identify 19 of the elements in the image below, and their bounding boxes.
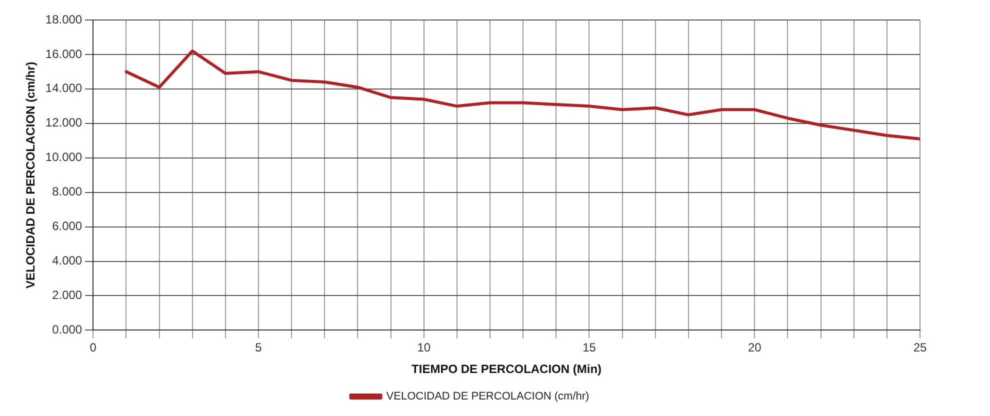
y-tick-label: 18.000 xyxy=(45,12,82,26)
y-tick-label: 2.000 xyxy=(52,288,82,302)
y-tick-label: 8.000 xyxy=(52,184,82,199)
y-tick-label: 0.000 xyxy=(52,322,82,337)
y-tick-label: 14.000 xyxy=(45,81,82,96)
y-axis-title: VELOCIDAD DE PERCOLACION (cm/hr) xyxy=(24,62,38,288)
x-tick-label: 5 xyxy=(255,340,262,355)
x-tick-label: 10 xyxy=(417,340,431,355)
legend-label: VELOCIDAD DE PERCOLACION (cm/hr) xyxy=(386,390,590,403)
y-tick-label: 4.000 xyxy=(52,254,82,268)
x-axis-title: TIEMPO DE PERCOLACION (Min) xyxy=(412,362,602,376)
y-tick-label: 10.000 xyxy=(45,150,82,164)
x-tick-label: 0 xyxy=(90,340,97,355)
y-tick-label: 16.000 xyxy=(45,46,82,61)
x-tick-label: 20 xyxy=(748,340,762,355)
x-tick-label: 15 xyxy=(582,340,596,355)
y-tick-label: 6.000 xyxy=(52,219,82,234)
x-tick-label: 25 xyxy=(913,340,927,355)
y-tick-label: 12.000 xyxy=(45,116,82,130)
